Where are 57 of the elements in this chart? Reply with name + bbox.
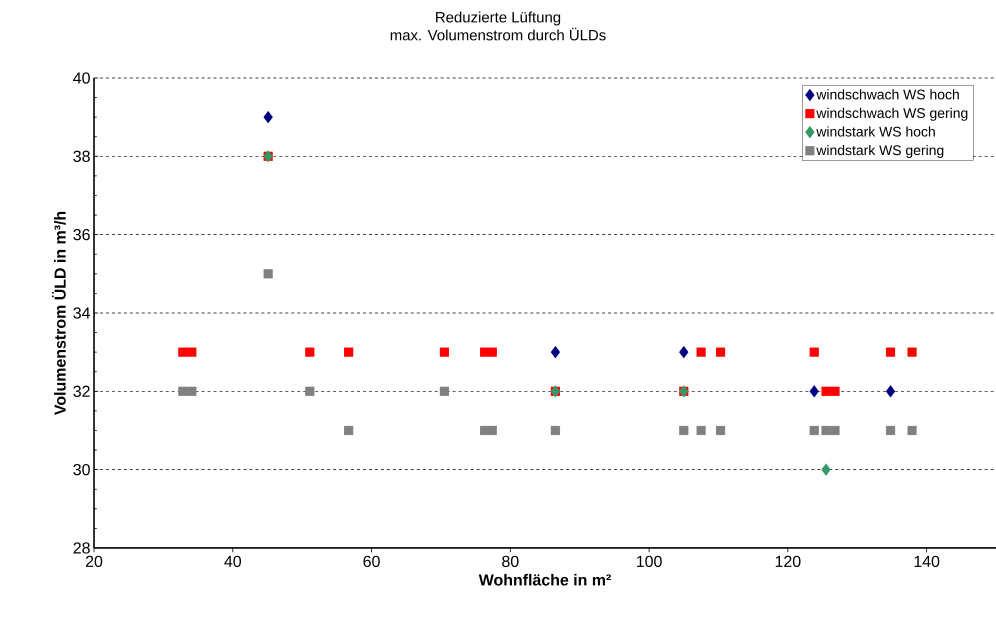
point	[821, 386, 831, 396]
point	[488, 426, 497, 436]
point	[305, 386, 314, 396]
point	[810, 385, 819, 398]
y-tick-label: 38	[73, 150, 90, 162]
y-tick-label: 32	[73, 386, 90, 397]
point	[886, 426, 896, 436]
x-tick-label: 120	[776, 556, 801, 568]
point	[178, 386, 188, 396]
x-tick-label: 100	[637, 556, 662, 568]
x-tick-label: 60	[363, 556, 380, 568]
point	[907, 426, 917, 436]
point	[550, 346, 560, 358]
point	[440, 348, 449, 357]
y-tick-label: 34	[73, 307, 90, 319]
legend-label: windschwach WS hoch	[816, 89, 959, 100]
point	[810, 426, 819, 436]
point	[178, 348, 188, 357]
chart-title: Reduzierte Lüftung	[436, 12, 560, 26]
point	[716, 426, 726, 436]
x-tick-label: 40	[224, 556, 242, 568]
x-tick-label: 140	[914, 556, 940, 568]
point	[440, 386, 449, 396]
point	[830, 386, 840, 396]
point	[187, 386, 196, 396]
point	[907, 348, 917, 357]
x-tick-label: 20	[86, 556, 102, 568]
x-axis-title: Wohnfläche in m²	[478, 574, 611, 586]
legend-label: windstark WS hoch	[816, 126, 935, 137]
point	[886, 385, 896, 398]
point	[264, 269, 273, 278]
point	[344, 426, 354, 436]
point	[696, 426, 706, 436]
x-tick-label: 80	[502, 556, 519, 568]
point	[344, 348, 354, 357]
point	[263, 110, 273, 124]
y-tick-label: 40	[73, 72, 90, 84]
point	[488, 348, 497, 357]
y-tick-label: 36	[73, 229, 90, 240]
point	[821, 426, 831, 436]
point	[187, 348, 196, 357]
point	[550, 426, 560, 436]
point	[716, 348, 726, 357]
point	[830, 426, 840, 436]
point	[696, 348, 706, 357]
point	[810, 348, 819, 357]
point	[679, 346, 688, 358]
point	[305, 348, 314, 357]
legend-label: windschwach WS gering	[816, 108, 968, 121]
legend-label: windstark WS gering	[816, 144, 944, 158]
y-axis-title: Volumenstrom ÜLD in m³/h	[52, 212, 66, 416]
point	[886, 348, 896, 357]
point	[821, 463, 831, 476]
point	[679, 426, 688, 436]
chart-subtitle: max. Volumenstrom durch ÜLDs	[390, 28, 606, 40]
y-tick-label: 28	[74, 542, 90, 554]
y-tick-label: 30	[73, 464, 90, 476]
